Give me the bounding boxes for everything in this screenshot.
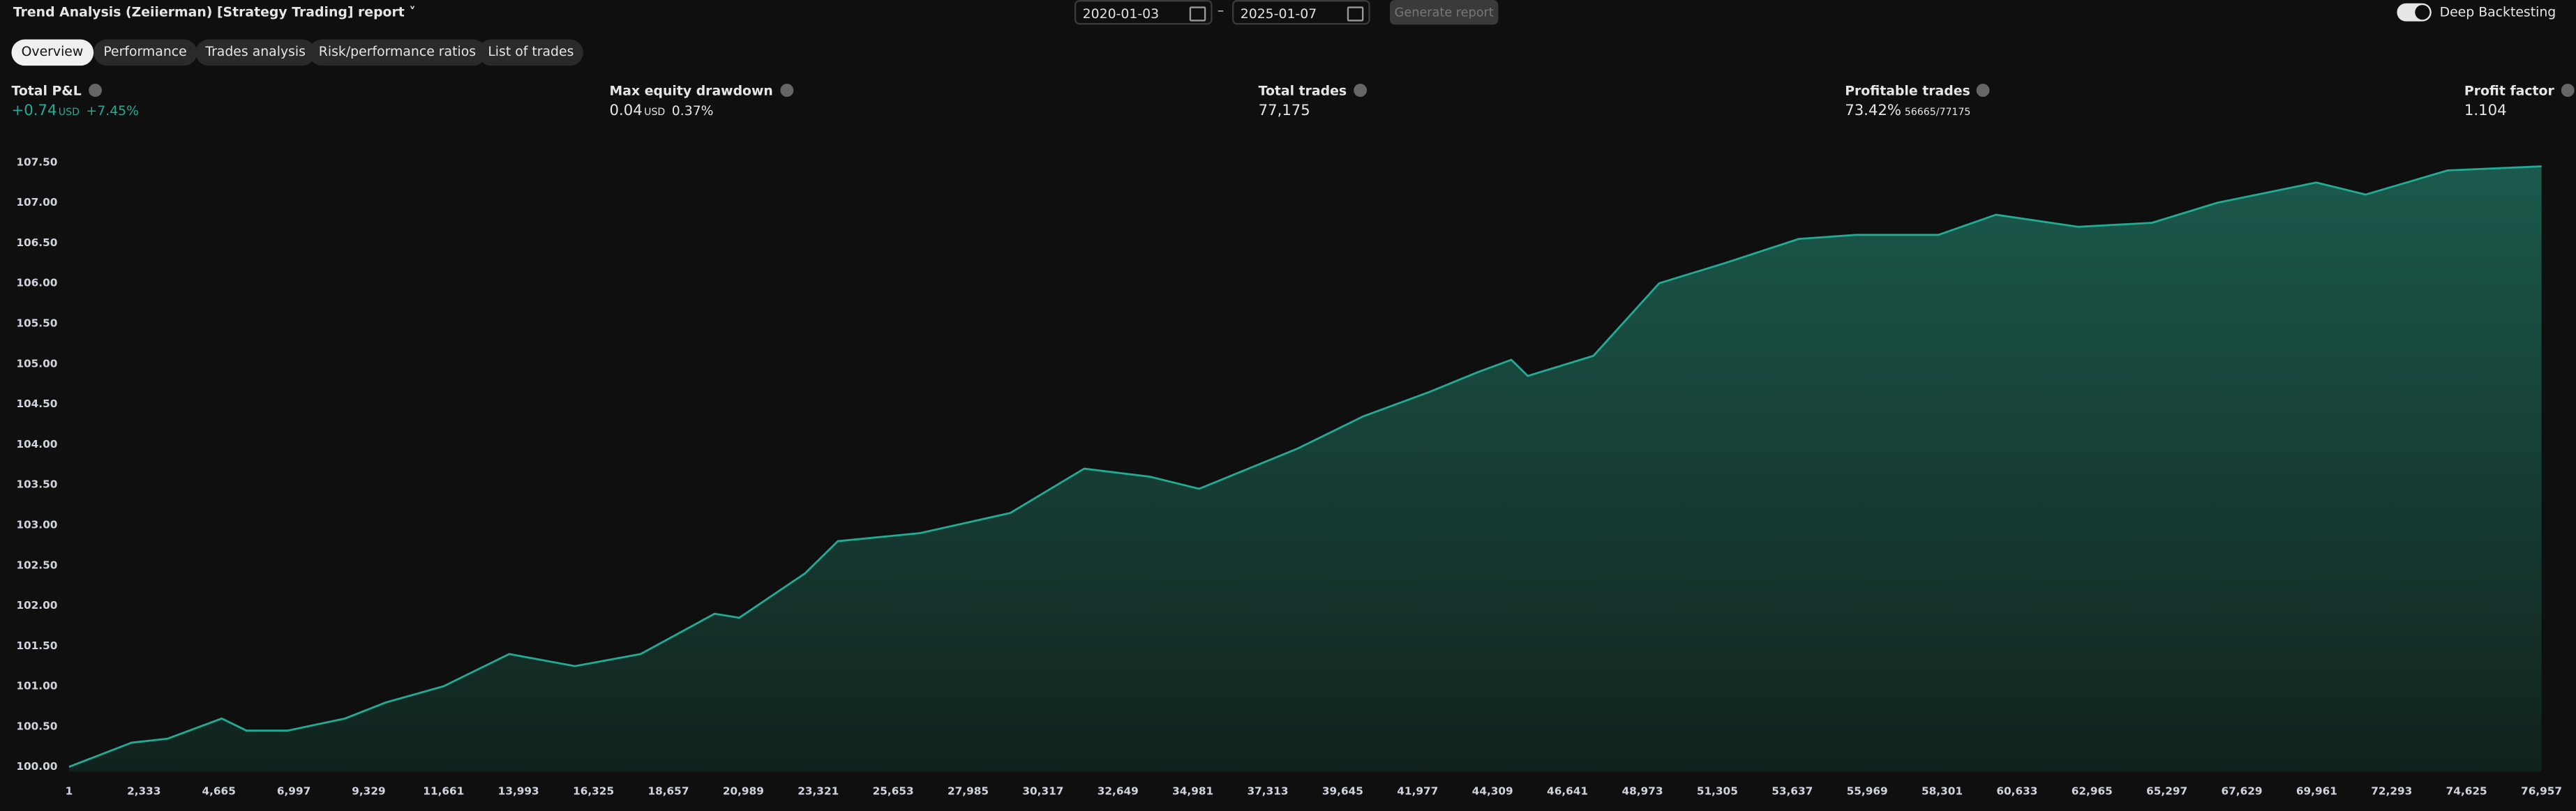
label-text: Profitable trades bbox=[1845, 84, 1970, 99]
tab[interactable]: Overview bbox=[11, 39, 93, 66]
x-tick-label: 18,657 bbox=[647, 785, 689, 797]
x-tick-label: 55,969 bbox=[1847, 785, 1888, 797]
y-tick-label: 100.00 bbox=[16, 760, 57, 773]
label-text: Max equity drawdown bbox=[609, 84, 773, 99]
value-text: 0.04 bbox=[609, 103, 643, 120]
x-tick-label: 30,317 bbox=[1022, 785, 1063, 797]
toggle-label: Deep Backtesting bbox=[2439, 5, 2556, 20]
x-tick-label: 25,653 bbox=[873, 785, 914, 797]
x-tick-label: 58,301 bbox=[1922, 785, 1963, 797]
x-tick-label: 74,625 bbox=[2446, 785, 2487, 797]
metric-label: Max equity drawdown bbox=[610, 84, 793, 98]
x-tick-label: 48,973 bbox=[1622, 785, 1663, 797]
x-tick-label: 65,297 bbox=[2146, 785, 2187, 797]
y-tick-label: 102.50 bbox=[16, 559, 57, 571]
x-tick-label: 16,325 bbox=[573, 785, 614, 797]
tab[interactable]: Risk/performance ratios bbox=[308, 39, 486, 66]
x-tick-label: 27,985 bbox=[948, 785, 989, 797]
equity-area bbox=[68, 166, 2542, 772]
x-tick-label: 23,321 bbox=[797, 785, 839, 797]
label-text: Total trades bbox=[1258, 84, 1347, 99]
percent: 0.37% bbox=[671, 103, 714, 119]
percent: +7.45% bbox=[86, 103, 140, 119]
value-text: 77,175 bbox=[1258, 103, 1310, 120]
x-tick-label: 11,661 bbox=[423, 785, 464, 797]
y-tick-label: 107.00 bbox=[16, 196, 57, 209]
x-tick-label: 60,633 bbox=[1996, 785, 2037, 797]
y-tick-label: 106.50 bbox=[16, 236, 57, 249]
date-separator: – bbox=[1217, 3, 1225, 18]
y-tick-label: 106.00 bbox=[16, 277, 57, 289]
y-tick-label: 104.00 bbox=[16, 438, 57, 450]
y-tick-label: 107.50 bbox=[16, 156, 57, 168]
x-tick-label: 32,649 bbox=[1098, 785, 1139, 797]
y-tick-label: 100.50 bbox=[16, 720, 57, 732]
x-tick-label: 9,329 bbox=[352, 785, 385, 797]
x-tick-label: 13,993 bbox=[498, 785, 539, 797]
metric-value: 77,175 bbox=[1259, 103, 1310, 120]
x-tick-label: 72,293 bbox=[2371, 785, 2412, 797]
y-tick-label: 103.00 bbox=[16, 518, 57, 531]
metric-label: Profitable trades bbox=[1845, 84, 1990, 98]
x-tick-label: 46,641 bbox=[1547, 785, 1588, 797]
equity-line bbox=[68, 165, 2542, 768]
metric-label: Total P&L bbox=[11, 84, 101, 98]
x-tick-label: 67,629 bbox=[2222, 785, 2263, 797]
metric-value: 0.04 USD 0.37% bbox=[610, 103, 714, 120]
y-tick-label: 101.00 bbox=[16, 680, 57, 692]
x-tick-label: 20,989 bbox=[723, 785, 764, 797]
start-date[interactable]: 2020-01-03 bbox=[1074, 0, 1213, 25]
x-tick-label: 44,309 bbox=[1472, 785, 1513, 797]
x-tick-label: 69,961 bbox=[2296, 785, 2337, 797]
generate-button[interactable]: Generate report bbox=[1389, 0, 1499, 25]
x-tick-label: 6,997 bbox=[277, 785, 310, 797]
date-text: 2020-01-03 bbox=[1082, 6, 1160, 22]
x-tick-label: 1 bbox=[66, 785, 73, 797]
x-tick-label: 4,665 bbox=[202, 785, 235, 797]
title-text: Trend Analysis (Zeiierman) [Strategy Tra… bbox=[13, 5, 405, 20]
metric-value: 1.104 bbox=[2464, 103, 2507, 120]
y-tick-label: 105.00 bbox=[16, 357, 57, 370]
metric-label: Total trades bbox=[1259, 84, 1367, 98]
y-tick-label: 101.50 bbox=[16, 639, 57, 652]
x-tick-label: 51,305 bbox=[1697, 785, 1738, 797]
metric-label: Profit factor bbox=[2464, 84, 2575, 99]
x-tick-label: 39,645 bbox=[1322, 785, 1363, 797]
value-text: +0.74 bbox=[11, 103, 57, 120]
label-text: Profit factor bbox=[2464, 84, 2554, 99]
end-date[interactable]: 2025-01-07 bbox=[1231, 0, 1370, 25]
tab[interactable]: List of trades bbox=[478, 39, 584, 66]
ratio: 56665/77175 bbox=[1904, 107, 1971, 119]
x-tick-label: 41,977 bbox=[1397, 785, 1438, 797]
y-tick-label: 102.00 bbox=[16, 599, 57, 612]
label-text: Total P&L bbox=[11, 84, 82, 99]
report-title[interactable]: Trend Analysis (Zeiierman) [Strategy Tra… bbox=[13, 5, 416, 20]
unit: USD bbox=[644, 107, 666, 119]
x-tick-label: 2,333 bbox=[127, 785, 160, 797]
date-text: 2025-01-07 bbox=[1240, 6, 1317, 22]
unit: USD bbox=[58, 107, 80, 119]
metric-value: +0.74 USD +7.45% bbox=[11, 103, 139, 120]
value-text: 1.104 bbox=[2464, 103, 2507, 120]
metric-value: 73.42% 56665/77175 bbox=[1845, 103, 1970, 120]
value-text: 73.42% bbox=[1845, 103, 1902, 120]
tab[interactable]: Performance bbox=[93, 39, 197, 66]
y-tick-label: 103.50 bbox=[16, 478, 57, 491]
y-tick-label: 104.50 bbox=[16, 397, 57, 410]
tab[interactable]: Trades analysis bbox=[195, 39, 316, 66]
deep-backtesting-toggle[interactable] bbox=[2397, 3, 2432, 22]
x-tick-label: 76,957 bbox=[2521, 785, 2562, 797]
x-tick-label: 37,313 bbox=[1248, 785, 1289, 797]
x-tick-label: 62,965 bbox=[2072, 785, 2113, 797]
x-tick-label: 34,981 bbox=[1172, 785, 1213, 797]
x-tick-label: 53,637 bbox=[1772, 785, 1813, 797]
y-tick-label: 105.50 bbox=[16, 317, 57, 329]
